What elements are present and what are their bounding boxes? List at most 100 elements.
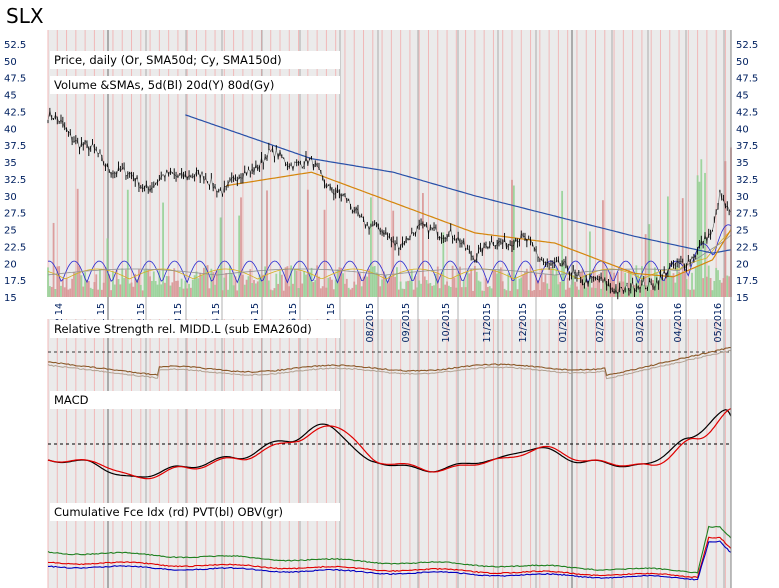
volume-bar: [460, 287, 463, 297]
volume-bar: [61, 278, 64, 297]
volume-bar: [544, 274, 547, 297]
volume-bar: [325, 287, 328, 297]
price-axis-right-label: 50: [736, 57, 749, 68]
price-axis-right-label: 37.5: [736, 141, 758, 152]
volume-bar: [572, 275, 575, 297]
volume-bar: [141, 290, 144, 297]
volume-bar: [529, 265, 532, 297]
volume-bar: [577, 289, 580, 297]
volume-bar: [457, 273, 460, 297]
volume-bar: [511, 179, 513, 297]
volume-bar: [555, 267, 558, 297]
volume-bar: [642, 284, 645, 297]
price-axis-left-label: 42.5: [4, 107, 26, 118]
volume-bar: [407, 280, 409, 297]
macd-line: [47, 409, 732, 478]
volume-bar: [102, 282, 105, 297]
volume-bar: [91, 288, 94, 297]
volume-bar: [334, 279, 337, 297]
volume-bar: [345, 278, 348, 297]
volume-bar: [676, 266, 679, 297]
volume-bar: [136, 278, 138, 297]
volume-bar: [188, 283, 190, 297]
volume-bar: [663, 278, 666, 297]
volume-bar: [589, 231, 591, 297]
volume-bar: [551, 267, 554, 297]
volume-bar: [438, 288, 441, 297]
volume-bar: [154, 281, 157, 297]
volume-bar: [600, 288, 602, 297]
x-month-label: 11/2015: [482, 303, 493, 342]
price-axis-left-label: 45: [4, 91, 17, 102]
volume-bar: [208, 288, 211, 297]
volume-bar: [681, 198, 684, 297]
volume-bar: [290, 265, 293, 297]
volume-bar: [329, 276, 332, 297]
price-axis-right-label: 45: [736, 91, 749, 102]
volume-bar: [685, 279, 688, 297]
volume-bar: [364, 275, 367, 297]
volume-bar: [711, 290, 714, 297]
volume-bar: [692, 289, 695, 297]
volume-bar: [338, 267, 341, 297]
volume-bar: [531, 290, 534, 297]
volume-bar: [427, 283, 430, 297]
volume-bar: [71, 278, 74, 297]
volume-bar: [449, 286, 452, 297]
volume-bar: [490, 288, 493, 297]
volume-bar: [674, 282, 677, 297]
volume-bar: [254, 283, 257, 297]
chart-svg: 15 15 17.5 17.5 20 20 22.5 22.5 25 25 27.5 27.5 30 30…: [4, 30, 758, 588]
volume-bar: [447, 285, 450, 297]
volume-bar: [210, 268, 213, 297]
volume-bar: [700, 159, 703, 297]
volume-bar: [78, 265, 81, 297]
volume-bar: [525, 268, 528, 297]
volume-bar: [342, 273, 345, 297]
volume-bar: [293, 269, 296, 297]
volume-bar: [527, 289, 530, 297]
volume-bar: [225, 273, 228, 297]
volume-bar: [570, 284, 573, 297]
volume-bar: [191, 279, 194, 297]
volume-bar: [264, 266, 267, 297]
volume-bar: [173, 268, 176, 297]
volume-bar: [297, 288, 300, 297]
volume-bar: [724, 161, 727, 297]
volume-bar: [65, 278, 68, 297]
volume-bar: [386, 283, 389, 297]
price-axis-right-label: 40: [736, 124, 749, 135]
volume-bar: [236, 290, 239, 297]
volume-bar: [100, 289, 103, 297]
volume-bar: [128, 283, 131, 297]
volume-bar: [557, 284, 560, 297]
volume-bar: [486, 286, 489, 297]
chart-title: SLX: [6, 4, 44, 28]
volume-bar: [462, 279, 465, 297]
volume-bar: [540, 268, 543, 297]
volume-bar: [459, 266, 461, 297]
volume-bar: [186, 288, 189, 297]
volume-bar: [349, 289, 352, 297]
volume-bar: [498, 269, 500, 297]
volume-bar: [269, 289, 272, 297]
volume-bar: [705, 276, 708, 297]
volume-bar: [379, 286, 382, 297]
volume-bar: [631, 286, 634, 297]
volume-bar: [125, 269, 127, 297]
volume-bar: [390, 276, 393, 297]
price-axis-right-label: 30: [736, 192, 749, 203]
volume-bar: [399, 281, 402, 297]
volume-bar: [97, 289, 100, 297]
volume-bar: [221, 290, 224, 297]
volume-bar: [368, 268, 370, 297]
volume-bar: [592, 269, 595, 297]
volume-bar: [201, 274, 203, 297]
volume-bar: [472, 290, 474, 297]
volume-bar: [594, 288, 597, 297]
volume-bar: [394, 276, 396, 297]
volume-bar: [164, 282, 166, 297]
volume-bar: [397, 289, 400, 297]
volume-bar: [568, 287, 571, 297]
volume-bar: [228, 265, 231, 297]
